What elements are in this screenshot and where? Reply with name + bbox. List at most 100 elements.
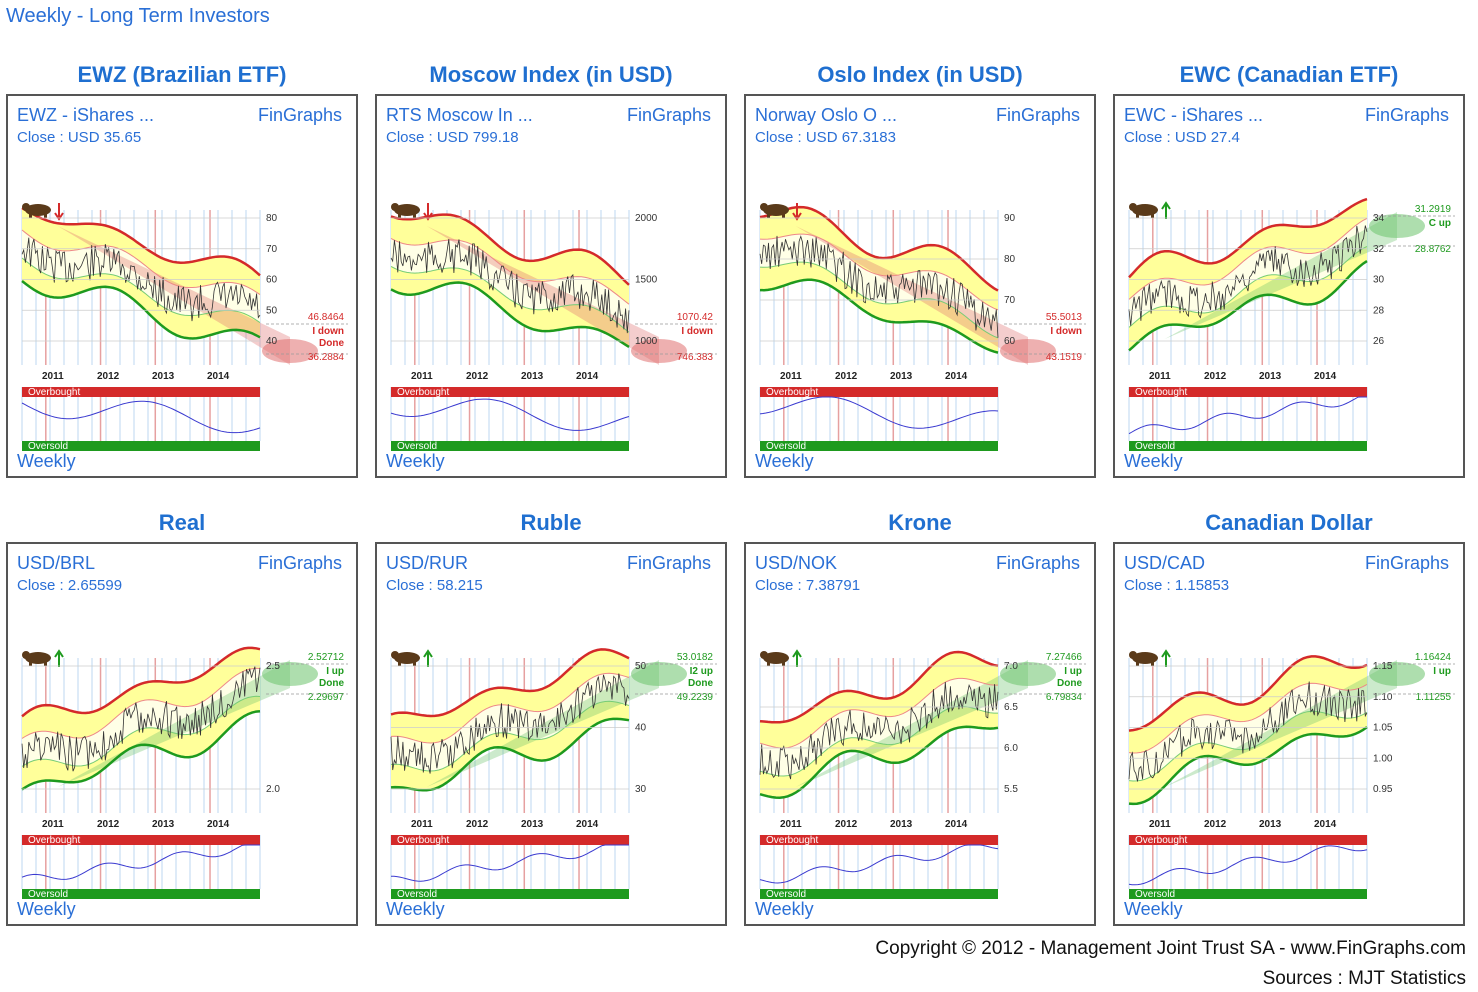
- chart-card[interactable]: USD/RUR FinGraphs Close : 58.215 Weekly 50 40…: [375, 542, 727, 926]
- chart-card[interactable]: USD/NOK FinGraphs Close : 7.38791 Weekly 7.0…: [744, 542, 1096, 926]
- bull-icon: [391, 651, 420, 666]
- bear-icon: [760, 203, 789, 218]
- axis-tick-label: 2000: [635, 213, 658, 224]
- brand-label: FinGraphs: [1364, 105, 1449, 125]
- overbought-label: Overbought: [397, 835, 449, 846]
- oversold-bar: [760, 889, 998, 899]
- chart-card[interactable]: USD/CAD FinGraphs Close : 1.15853 Weekly 1.1…: [1113, 542, 1465, 926]
- year-label: 2011: [411, 819, 433, 830]
- overbought-bar: [22, 835, 260, 845]
- trend-down-arrow-icon: [792, 203, 802, 221]
- year-label: 2013: [521, 819, 544, 830]
- oversold-label: Oversold: [766, 889, 806, 900]
- year-label: 2013: [152, 819, 175, 830]
- instrument-name: USD/BRL: [17, 553, 96, 573]
- chart-card[interactable]: EWC - iShares ... FinGraphs Close : USD 27…: [1113, 94, 1465, 478]
- year-label: 2013: [890, 371, 913, 382]
- year-label: 2012: [1204, 371, 1227, 382]
- overbought-bar: [760, 387, 998, 397]
- year-label: 2012: [835, 819, 858, 830]
- axis-tick-label: 34: [1373, 213, 1385, 224]
- axis-tick-label: 90: [1004, 213, 1016, 224]
- year-label: 2014: [207, 371, 230, 382]
- year-label: 2011: [780, 371, 802, 382]
- axis-tick-label: 50: [266, 305, 278, 316]
- overbought-label: Overbought: [1135, 835, 1187, 846]
- oversold-label: Oversold: [28, 889, 68, 900]
- panel-heading: Canadian Dollar: [1205, 510, 1373, 535]
- signal-tag-top: 2.52712: [308, 652, 345, 663]
- brand-label: FinGraphs: [995, 553, 1080, 573]
- overbought-label: Overbought: [28, 835, 80, 846]
- chart-card[interactable]: RTS Moscow In ... FinGraphs Close : USD 79…: [375, 94, 727, 478]
- axis-tick-label: 60: [266, 275, 278, 286]
- brand-label: FinGraphs: [257, 553, 342, 573]
- overbought-bar: [760, 835, 998, 845]
- axis-tick-label: 6.0: [1004, 743, 1018, 754]
- brand-label: FinGraphs: [626, 553, 711, 573]
- panel-heading: Moscow Index (in USD): [429, 62, 673, 87]
- oversold-bar: [391, 889, 629, 899]
- year-label: 2014: [1314, 819, 1337, 830]
- axis-tick-label: 0.95: [1373, 784, 1393, 795]
- overbought-label: Overbought: [766, 835, 818, 846]
- chart-card[interactable]: USD/BRL FinGraphs Close : 2.65599 Weekly 2.5…: [6, 542, 358, 926]
- trend-up-arrow-icon: [423, 649, 433, 667]
- period-label: Weekly: [17, 451, 76, 471]
- panel-heading: Oslo Index (in USD): [817, 62, 1023, 87]
- axis-tick-label: 30: [1373, 275, 1385, 286]
- year-label: 2012: [466, 819, 489, 830]
- year-label: 2012: [1204, 819, 1227, 830]
- year-label: 2014: [207, 819, 230, 830]
- brand-label: FinGraphs: [626, 105, 711, 125]
- oversold-label: Oversold: [397, 441, 437, 452]
- signal-tag-mid1: I up: [1433, 666, 1451, 677]
- axis-tick-label: 6.5: [1004, 702, 1018, 713]
- axis-tick-label: 70: [1004, 295, 1016, 306]
- period-label: Weekly: [386, 451, 445, 471]
- year-label: 2014: [576, 371, 599, 382]
- price-chart: 90 80 70 60 55.5013 I down 43.1519 2011 2012 2013…: [759, 203, 1086, 452]
- year-label: 2013: [1259, 819, 1282, 830]
- period-label: Weekly: [1124, 451, 1183, 471]
- axis-tick-label: 80: [266, 213, 278, 224]
- oversold-bar: [22, 889, 260, 899]
- price-chart: 34 32 30 28 26 31.2919 C up 28.8762 2011 2012 2013…: [1128, 197, 1455, 452]
- bull-icon: [1129, 651, 1158, 666]
- trend-up-arrow-icon: [1161, 649, 1171, 667]
- axis-tick-label: 70: [266, 244, 278, 255]
- oversold-bar: [760, 441, 998, 451]
- signal-tag-bot: 36.2884: [308, 352, 345, 363]
- signal-tag-mid1: I down: [1050, 326, 1082, 337]
- close-price: Close : USD 27.4: [1124, 129, 1240, 146]
- signal-tag-top: 46.8464: [308, 312, 345, 323]
- axis-tick-label: 2.0: [266, 784, 280, 795]
- bear-icon: [391, 203, 420, 218]
- signal-tag-mid1: I up: [1064, 666, 1082, 677]
- year-label: 2014: [945, 371, 968, 382]
- panel-heading: EWC (Canadian ETF): [1179, 62, 1399, 87]
- year-label: 2011: [1149, 371, 1171, 382]
- axis-tick-label: 40: [635, 723, 647, 734]
- year-label: 2011: [780, 819, 802, 830]
- period-label: Weekly: [386, 899, 445, 919]
- period-label: Weekly: [755, 899, 814, 919]
- chart-card[interactable]: Norway Oslo O ... FinGraphs Close : USD 67…: [744, 94, 1096, 478]
- instrument-name: RTS Moscow In ...: [386, 105, 533, 125]
- signal-tag-bot: 6.79834: [1046, 692, 1083, 703]
- axis-tick-label: 26: [1373, 336, 1385, 347]
- signal-tag-bot: 28.8762: [1415, 244, 1452, 255]
- signal-tag-top: 55.5013: [1046, 312, 1083, 323]
- axis-tick-label: 30: [635, 784, 647, 795]
- chart-card[interactable]: EWZ - iShares ... FinGraphs Close : USD 35…: [6, 94, 358, 478]
- sources-text: Sources : MJT Statistics: [1262, 968, 1466, 989]
- brand-label: FinGraphs: [995, 105, 1080, 125]
- axis-tick-label: 1.10: [1373, 692, 1393, 703]
- signal-tag-bot: 746.383: [677, 352, 714, 363]
- trend-up-arrow-icon: [1161, 201, 1171, 219]
- axis-tick-label: 40: [266, 336, 278, 347]
- signal-tag-mid2: Done: [688, 678, 713, 689]
- brand-label: FinGraphs: [257, 105, 342, 125]
